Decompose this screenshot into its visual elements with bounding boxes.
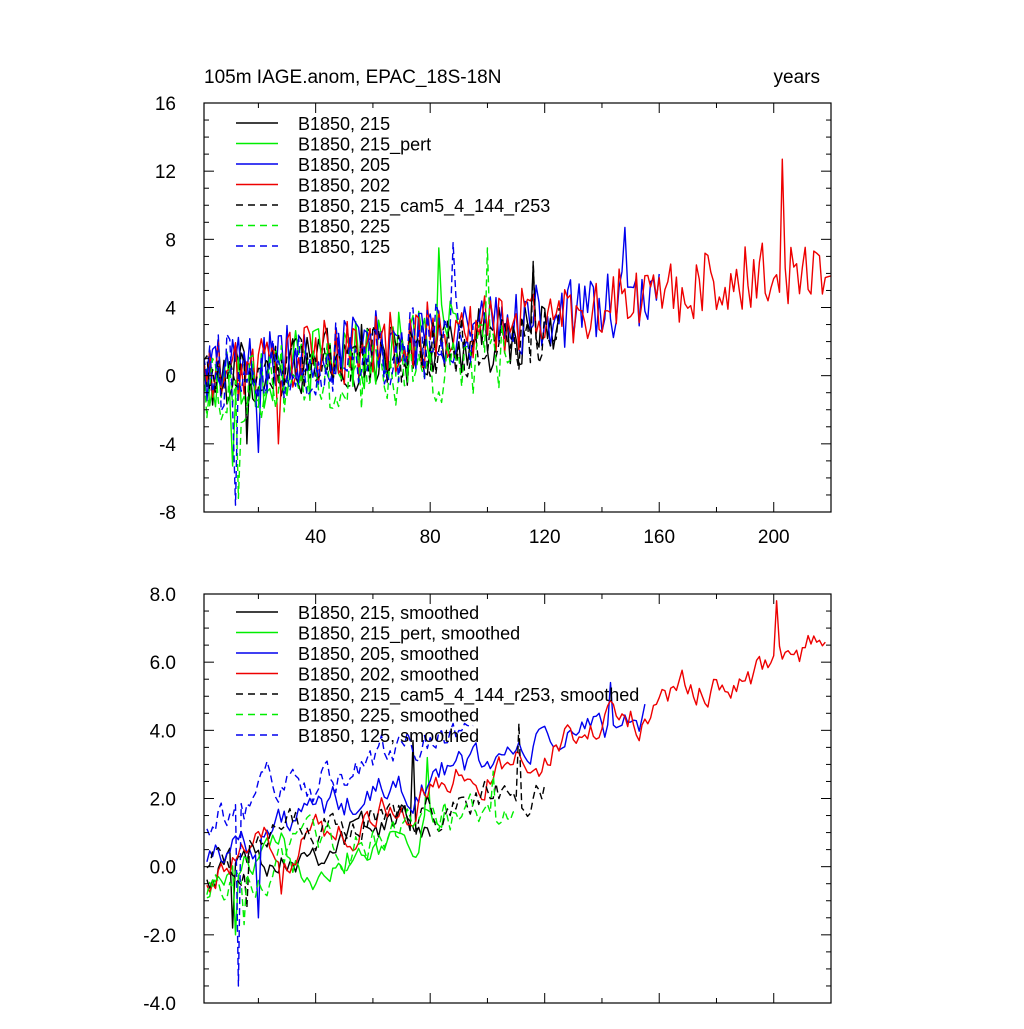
series-line-7 (206, 722, 474, 987)
legend-label-1: B1850, 215 (298, 114, 390, 134)
legend-label-5: B1850, 215_cam5_4_144_r253, smoothed (298, 685, 639, 706)
x-tick-label: 80 (420, 527, 441, 548)
series-group (204, 158, 831, 506)
y-tick-label: 8 (165, 230, 176, 251)
y-tick-label: -2.0 (143, 926, 176, 947)
chart-right-title: years (774, 67, 820, 88)
series-line-6 (206, 770, 517, 926)
legend-label-2: B1850, 215_pert, smoothed (298, 624, 520, 645)
series-line-4 (204, 158, 831, 445)
y-tick-label: 0.0 (150, 858, 176, 879)
series-line-5 (206, 722, 546, 909)
series-line-2 (206, 756, 446, 936)
x-tick-label: 40 (305, 527, 326, 548)
legend-label-3: B1850, 205, smoothed (298, 644, 479, 664)
y-tick-label: 12 (155, 162, 176, 183)
legend-label-7: B1850, 125, smoothed (298, 726, 479, 746)
legend-label-4: B1850, 202 (298, 176, 390, 196)
series-group (206, 600, 826, 987)
legend-label-6: B1850, 225, smoothed (298, 706, 479, 726)
top-panel: 105m IAGE.anom, EPAC_18S-18N years -8 -4 0… (155, 67, 832, 548)
series-line-7 (204, 242, 474, 506)
y-tick-label: 16 (155, 94, 176, 115)
y-tick-label: 0 (165, 367, 176, 388)
legend-label-7: B1850, 125 (298, 237, 390, 257)
legend-label-1: B1850, 215, smoothed (298, 603, 479, 623)
legend-label-2: B1850, 215_pert (298, 135, 431, 156)
y-tick-label: 2.0 (150, 790, 176, 811)
y-tick-label: -4 (159, 435, 176, 456)
x-tick-label: 160 (643, 527, 675, 548)
y-tick-label: 6.0 (150, 653, 176, 674)
y-tick-label: 8.0 (150, 585, 176, 606)
y-tick-label: -4.0 (143, 994, 176, 1015)
series-line-4 (206, 600, 826, 895)
chart-title: 105m IAGE.anom, EPAC_18S-18N (204, 67, 501, 88)
x-tick-label: 120 (529, 527, 561, 548)
bottom-panel: -4.0 -2.0 0.0 2.0 4.0 6.0 8.0 B1850, 215, smoot… (143, 585, 832, 1015)
y-tick-label: 4.0 (150, 721, 176, 742)
legend-label-5: B1850, 215_cam5_4_144_r253 (298, 196, 550, 217)
legend-label-4: B1850, 202, smoothed (298, 665, 479, 685)
y-tick-label: 4 (165, 299, 176, 320)
x-tick-label: 200 (758, 527, 790, 548)
legend-label-6: B1850, 225 (298, 217, 390, 237)
legend-label-3: B1850, 205 (298, 155, 390, 175)
series-line-5 (204, 260, 560, 428)
y-tick-label: -8 (159, 503, 176, 524)
series-line-3 (204, 226, 660, 454)
